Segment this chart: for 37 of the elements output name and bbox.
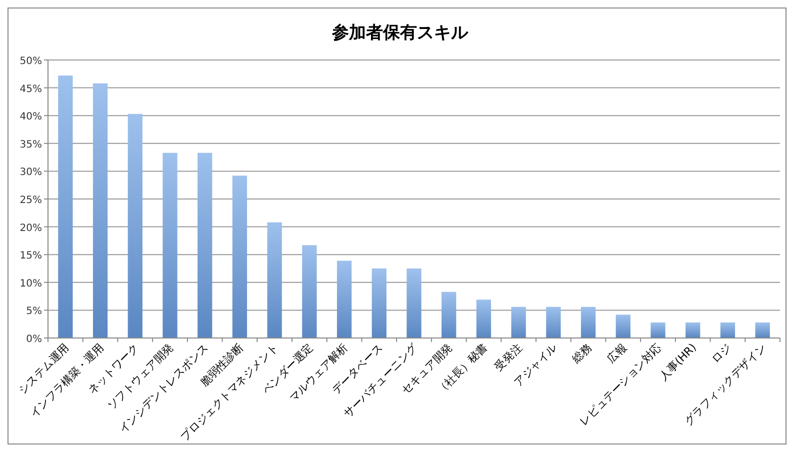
y-tick-label: 35% <box>20 139 42 150</box>
bar <box>546 306 561 338</box>
y-tick-label: 10% <box>20 278 42 290</box>
y-tick-label: 50% <box>20 56 42 67</box>
bar <box>580 306 596 338</box>
bar <box>686 322 700 338</box>
y-tick-label: 15% <box>20 250 42 262</box>
x-tick-label: 総務 <box>568 340 594 366</box>
bar <box>476 300 492 338</box>
y-tick-label: 45% <box>20 84 42 95</box>
bar <box>511 306 526 338</box>
y-tick-label: 25% <box>20 195 42 206</box>
bar <box>720 322 736 338</box>
bar <box>616 314 630 338</box>
bar <box>58 76 73 338</box>
y-tick-label: 5% <box>26 306 42 318</box>
bar <box>232 176 248 338</box>
bar <box>302 245 317 338</box>
bar <box>442 292 456 338</box>
bar <box>406 268 422 338</box>
bar <box>92 83 108 338</box>
x-tick-label: 受発注 <box>492 340 525 374</box>
bar <box>650 322 666 338</box>
y-tick-label: 20% <box>20 222 42 234</box>
chart-title: 参加者保有スキル <box>331 23 469 43</box>
bar <box>372 268 386 338</box>
y-tick-label: 40% <box>20 112 42 123</box>
bar <box>336 260 352 338</box>
bar <box>267 222 282 338</box>
bar <box>755 322 770 338</box>
x-tick-label: ロジ <box>709 340 734 366</box>
bar <box>128 114 142 338</box>
x-tick-label: 広報 <box>604 340 630 366</box>
bar <box>198 152 212 338</box>
y-tick-label: 30% <box>20 167 42 178</box>
bar <box>162 152 178 338</box>
y-tick-label: 0% <box>26 334 42 345</box>
